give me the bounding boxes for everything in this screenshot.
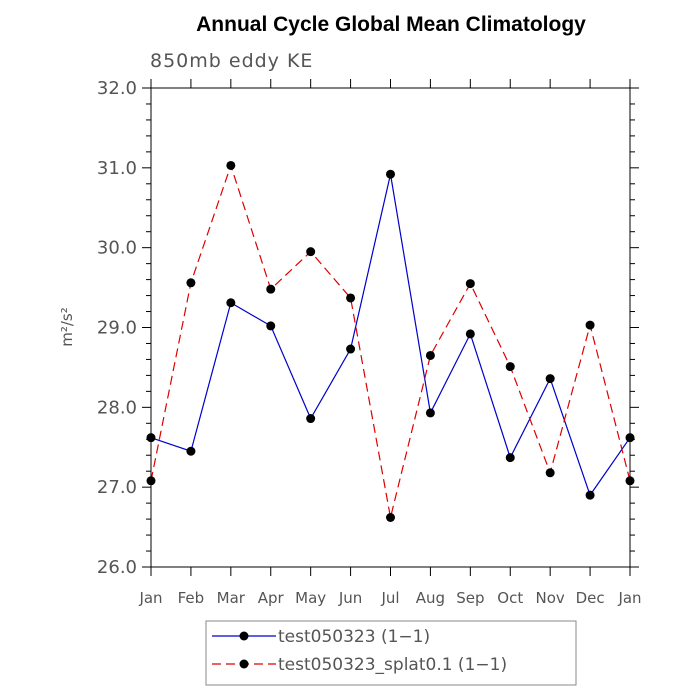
- y-tick-label: 29.0: [97, 318, 137, 339]
- x-tick-label: Jul: [380, 589, 399, 607]
- x-tick-labels: Jan Feb Mar Apr May Jun Jul Aug Sep Oct Nov Dec Jan: [138, 589, 641, 607]
- series-lines: [150, 163, 631, 518]
- series-2-point: [625, 476, 635, 486]
- series-1-point: [625, 433, 635, 443]
- series-2-point: [425, 350, 435, 360]
- series-1-point: [346, 344, 356, 354]
- x-tick-label: Nov: [536, 589, 565, 607]
- y-tick-label: 31.0: [97, 158, 137, 179]
- series-2-point: [585, 320, 595, 330]
- series-2-point: [146, 476, 156, 486]
- series-2-point: [465, 279, 475, 289]
- series-1-point: [266, 321, 276, 331]
- y-tick-label: 32.0: [97, 78, 137, 99]
- legend-marker-series-2: [239, 659, 249, 669]
- series-1-point: [306, 414, 316, 424]
- legend-label-series-1: test050323 (1−1): [278, 627, 430, 647]
- series-line-2: [150, 163, 631, 518]
- chart-subtitle: 850mb eddy KE: [150, 50, 313, 72]
- x-tick-label: Oct: [497, 589, 523, 607]
- series-2-point: [545, 468, 555, 478]
- legend-label-series-2: test050323_splat0.1 (1−1): [278, 655, 507, 675]
- x-tick-label: May: [295, 589, 326, 607]
- series-2-point: [306, 247, 316, 257]
- series-points: [146, 160, 635, 523]
- series-2-point: [346, 293, 356, 303]
- y-tick-label: 26.0: [97, 557, 137, 578]
- series-1-point: [545, 374, 555, 384]
- x-tick-label: Apr: [258, 589, 285, 607]
- series-1-point: [226, 298, 236, 308]
- series-2-point: [226, 160, 236, 170]
- x-tick-label: Sep: [456, 589, 484, 607]
- series-1-point: [465, 329, 475, 339]
- chart-title: Annual Cycle Global Mean Climatology: [196, 13, 586, 36]
- series-2-point: [505, 362, 515, 372]
- x-tick-label: Feb: [178, 589, 205, 607]
- series-1-point: [585, 490, 595, 500]
- x-tick-label: Dec: [576, 589, 605, 607]
- y-tick-label: 27.0: [97, 477, 137, 498]
- legend: test050323 (1−1) test050323_splat0.1 (1−…: [205, 620, 577, 686]
- series-1-point: [386, 169, 395, 179]
- plot-frame: [150, 87, 631, 568]
- x-tick-label: Mar: [217, 589, 246, 607]
- y-tick-label: 28.0: [97, 397, 137, 418]
- x-tick-label: Jun: [338, 589, 362, 607]
- y-axis-label: m²/s²: [58, 307, 76, 347]
- series-2-point: [386, 513, 395, 523]
- series-2-point: [186, 278, 196, 288]
- series-1-point: [505, 453, 515, 463]
- series-1-point: [186, 446, 196, 456]
- y-tick-labels: 26.0 27.0 28.0 29.0 30.0 31.0 32.0: [97, 78, 137, 578]
- series-1-point: [425, 408, 435, 418]
- x-tick-label: Jan: [617, 589, 641, 607]
- x-tick-label: Jan: [138, 589, 162, 607]
- x-tick-label: Aug: [416, 589, 445, 607]
- legend-box: [205, 620, 577, 686]
- series-1-point: [146, 433, 156, 443]
- series-line-1: [150, 174, 631, 497]
- legend-marker-series-1: [239, 631, 249, 641]
- series-2-point: [266, 284, 276, 294]
- y-tick-label: 30.0: [97, 238, 137, 259]
- axis-ticks: [142, 79, 639, 576]
